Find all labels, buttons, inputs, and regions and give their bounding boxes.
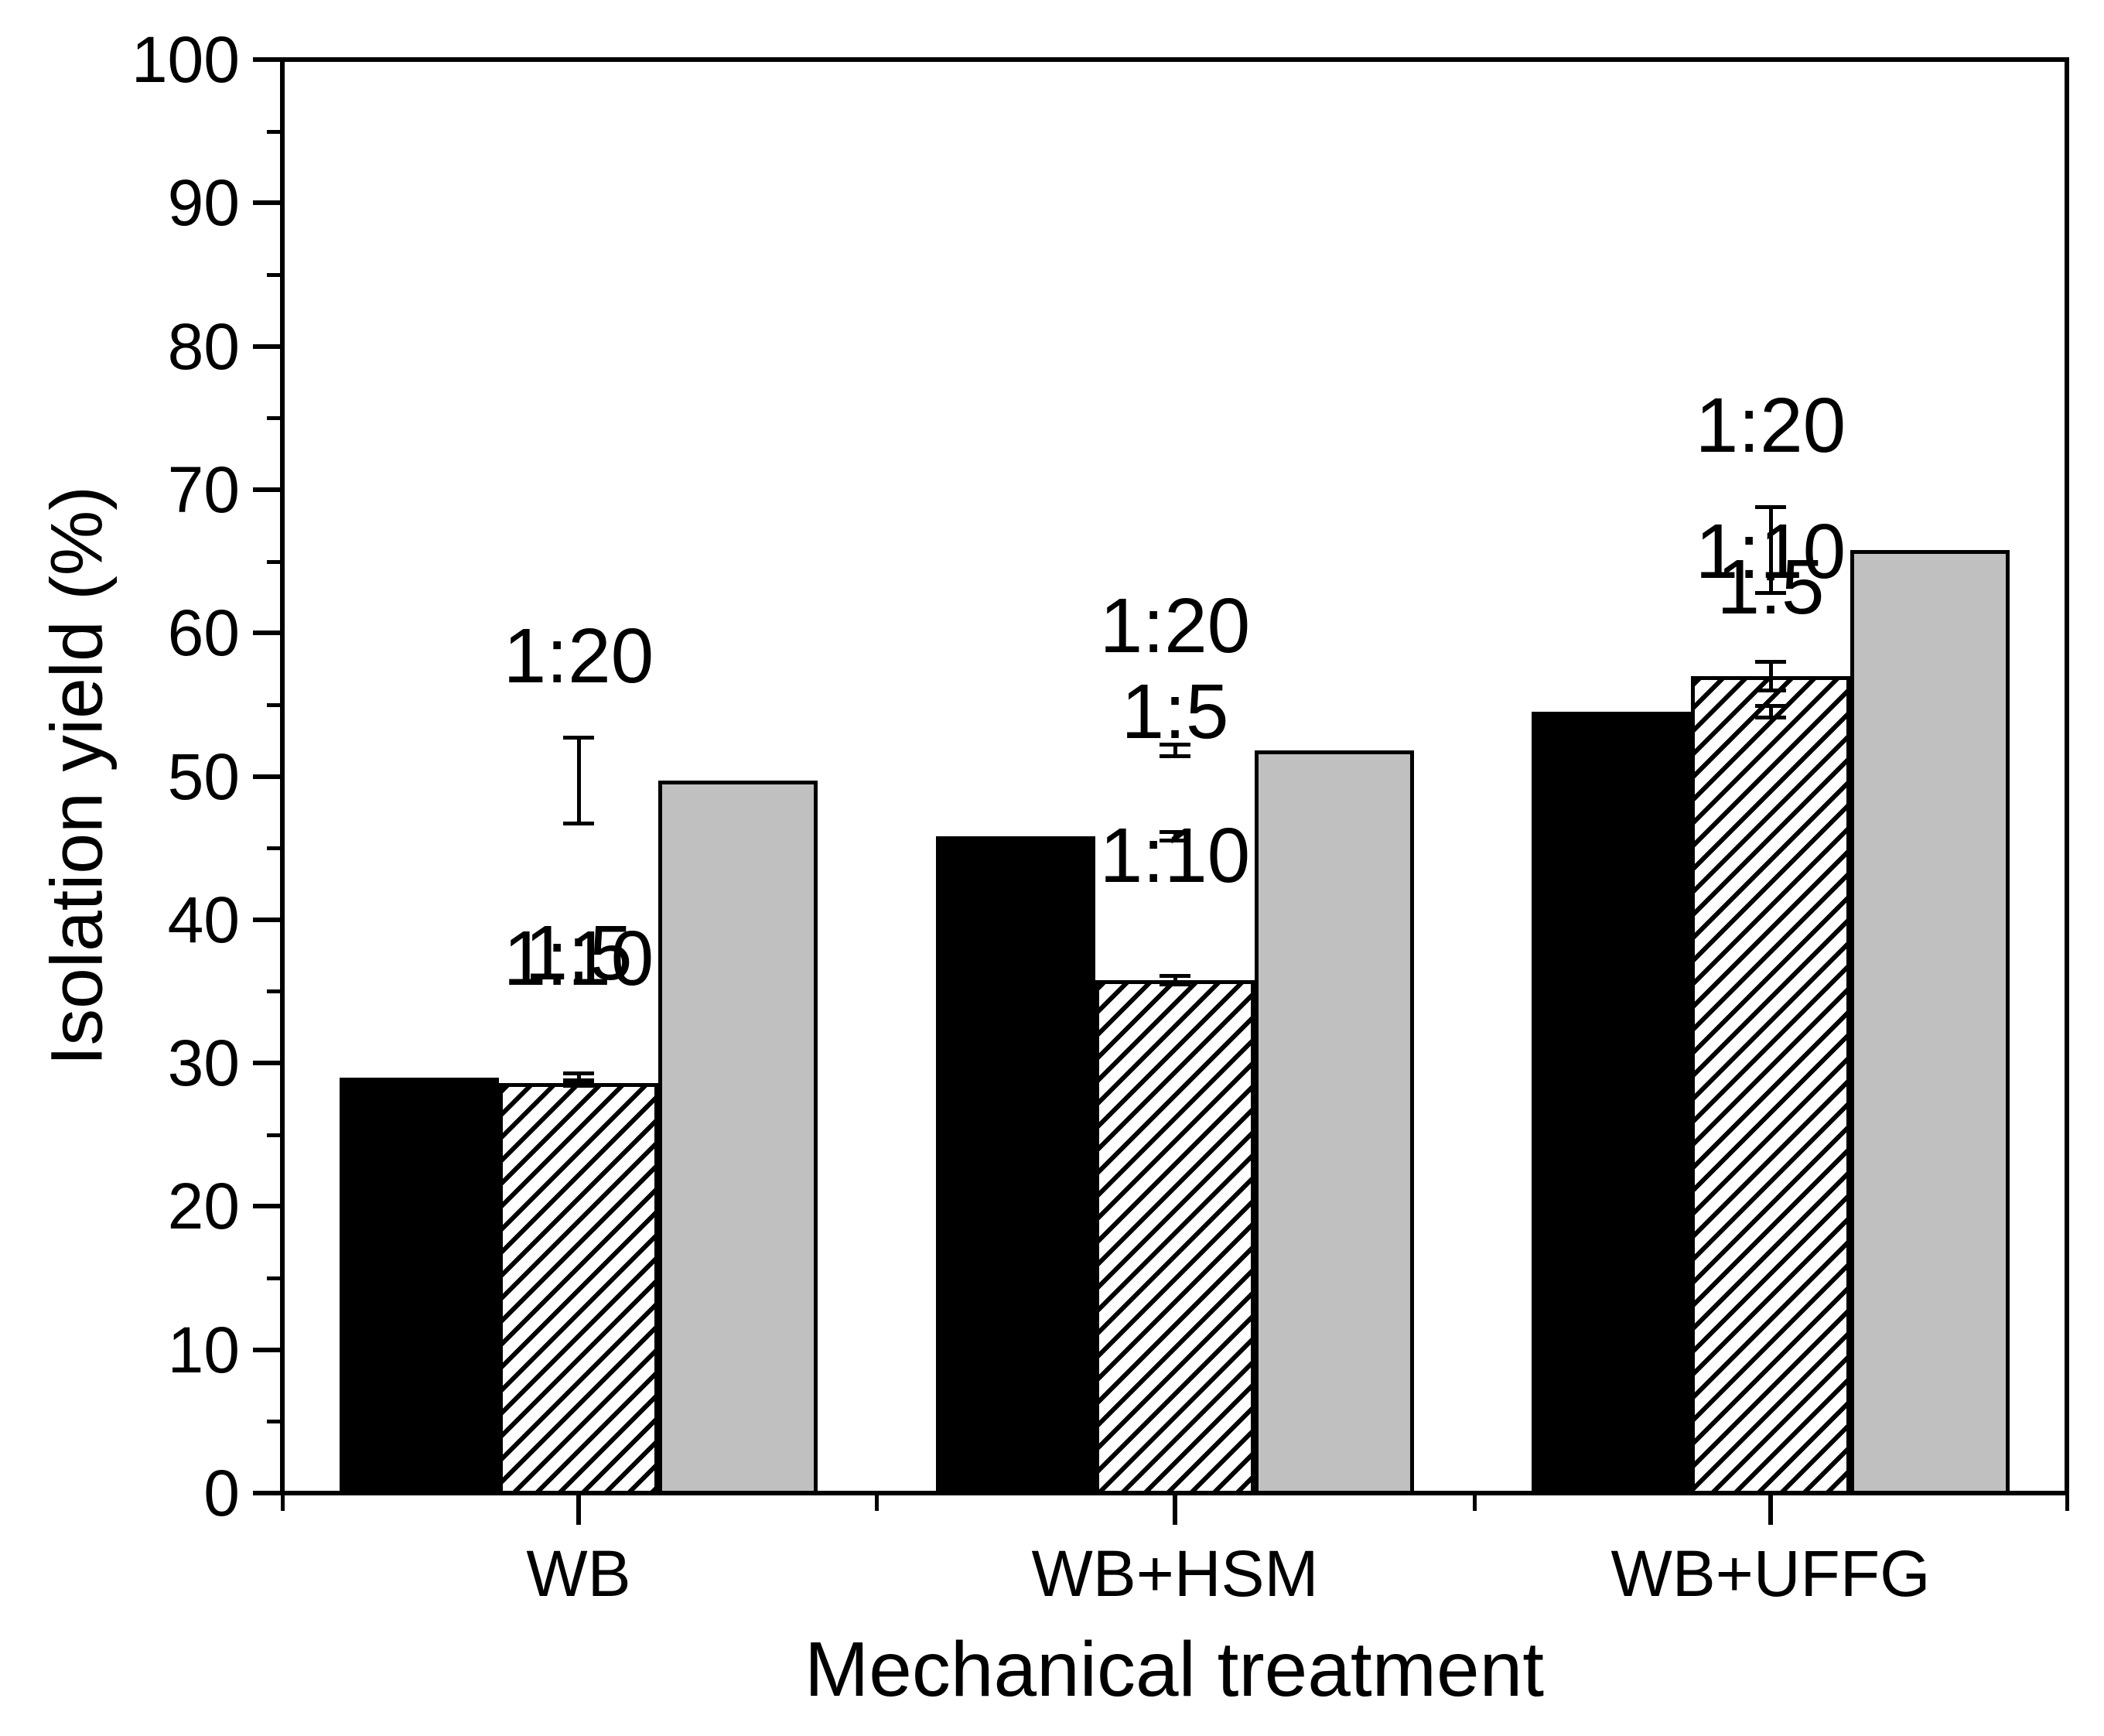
y-tick-label: 0	[203, 1457, 240, 1529]
error-cap-bottom-wb-hsm-1-5	[1160, 839, 1190, 842]
bar-wb-1-10	[499, 1083, 658, 1495]
error-cap-top-wb-uffg-1-20	[1755, 505, 1786, 509]
x-major-tick	[1173, 1495, 1177, 1525]
ratio-label-wb-1-5: 1:5	[524, 910, 633, 996]
y-tick-label: 30	[167, 1027, 240, 1099]
x-axis-title: Mechanical treatment	[804, 1626, 1544, 1713]
y-minor-tick	[267, 1133, 282, 1137]
ratio-label-wb-uffg-1-10: 1:10	[1695, 508, 1846, 595]
y-major-tick	[253, 774, 282, 779]
y-minor-tick	[267, 703, 282, 707]
y-major-tick	[253, 630, 282, 635]
error-cap-top-wb-uffg-1-10	[1755, 660, 1786, 664]
y-minor-tick	[267, 560, 282, 564]
bar-wb-uffg-1-20	[1850, 550, 2010, 1495]
y-major-tick	[253, 344, 282, 349]
y-tick-label: 20	[167, 1170, 240, 1242]
error-bar-wb-1-5	[577, 1073, 581, 1082]
bar-wb-hsm-1-5	[936, 836, 1095, 1495]
y-tick-label: 10	[167, 1314, 240, 1386]
y-tick-label: 40	[167, 883, 240, 956]
ratio-label-wb-hsm-1-20: 1:20	[1099, 583, 1251, 669]
y-major-tick	[253, 200, 282, 205]
error-cap-bottom-wb-hsm-1-20	[1160, 754, 1190, 758]
error-cap-top-wb-hsm-1-10	[1160, 974, 1190, 978]
error-cap-top-wb-hsm-1-5	[1160, 830, 1190, 834]
y-major-tick	[253, 918, 282, 922]
error-cap-top-wb-1-10	[563, 1078, 594, 1082]
x-minor-tick	[875, 1495, 879, 1511]
ratio-label-wb-1-20: 1:20	[503, 613, 654, 699]
error-cap-top-wb-uffg-1-5	[1755, 704, 1786, 708]
x-minor-tick	[2065, 1495, 2069, 1511]
y-major-tick	[253, 1204, 282, 1208]
y-tick-label: 50	[167, 740, 240, 813]
y-major-tick	[253, 57, 282, 62]
error-cap-top-wb-1-5	[563, 1071, 594, 1075]
y-minor-tick	[267, 989, 282, 993]
y-minor-tick	[267, 130, 282, 134]
error-cap-bottom-wb-hsm-1-10	[1160, 982, 1190, 986]
y-minor-tick	[267, 273, 282, 277]
error-bar-wb-hsm-1-5	[1173, 832, 1177, 841]
x-minor-tick	[281, 1495, 285, 1511]
y-tick-label: 80	[167, 310, 240, 383]
ratio-label-wb-hsm-1-10: 1:10	[1099, 812, 1251, 899]
y-minor-tick	[267, 416, 282, 420]
x-major-tick	[1768, 1495, 1773, 1525]
error-cap-bottom-wb-1-20	[563, 822, 594, 825]
y-tick-label: 100	[131, 23, 240, 96]
error-bar-wb-uffg-1-10	[1769, 661, 1773, 690]
bar-wb-hsm-1-10	[1095, 980, 1255, 1495]
error-bar-wb-hsm-1-20	[1173, 745, 1177, 757]
bar-wb-uffg-1-10	[1691, 676, 1850, 1495]
y-tick-label: 90	[167, 166, 240, 239]
y-major-tick	[253, 1348, 282, 1352]
bar-wb-1-20	[658, 781, 818, 1495]
bar-wb-1-5	[340, 1078, 499, 1495]
y-minor-tick	[267, 1276, 282, 1280]
y-major-tick	[253, 1061, 282, 1065]
y-major-tick	[253, 487, 282, 492]
error-cap-bottom-wb-uffg-1-10	[1755, 689, 1786, 692]
ratio-label-wb-hsm-1-5: 1:5	[1121, 668, 1229, 755]
ratio-label-wb-uffg-1-5: 1:5	[1716, 544, 1825, 630]
error-bar-wb-1-20	[577, 737, 581, 823]
y-minor-tick	[267, 846, 282, 850]
error-cap-bottom-wb-uffg-1-5	[1755, 716, 1786, 719]
y-tick-label: 60	[167, 596, 240, 669]
y-major-tick	[253, 1491, 282, 1495]
error-cap-top-wb-hsm-1-20	[1160, 743, 1190, 747]
bar-wb-uffg-1-5	[1532, 712, 1691, 1495]
error-bar-wb-hsm-1-10	[1173, 976, 1177, 984]
error-cap-bottom-wb-1-10	[563, 1084, 594, 1088]
error-cap-bottom-wb-uffg-1-20	[1755, 591, 1786, 595]
error-bar-wb-uffg-1-5	[1769, 706, 1773, 718]
x-tick-label: WB+HSM	[1031, 1537, 1319, 1610]
x-major-tick	[576, 1495, 581, 1525]
error-cap-top-wb-1-20	[563, 736, 594, 740]
x-tick-label: WB+UFFG	[1610, 1537, 1931, 1610]
x-minor-tick	[1473, 1495, 1477, 1511]
ratio-label-wb-1-10: 1:10	[503, 915, 654, 1002]
y-tick-label: 70	[167, 453, 240, 526]
y-minor-tick	[267, 1420, 282, 1423]
error-bar-wb-1-10	[577, 1080, 581, 1085]
error-bar-wb-uffg-1-20	[1769, 507, 1773, 593]
x-tick-label: WB	[526, 1537, 631, 1610]
ratio-label-wb-uffg-1-20: 1:20	[1695, 382, 1846, 469]
